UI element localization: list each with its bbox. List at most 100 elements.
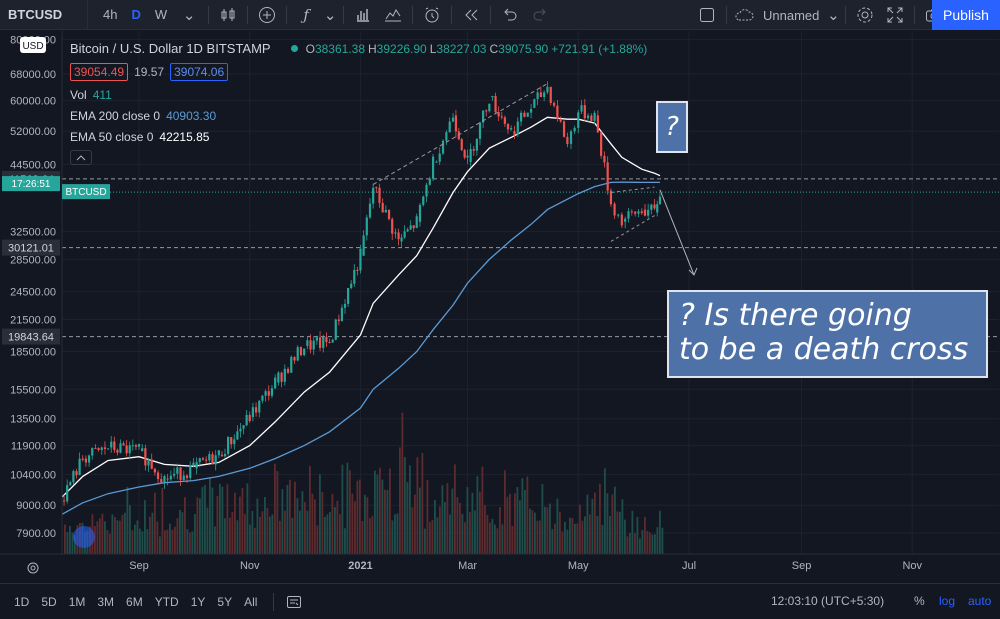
volume-bar [309,466,311,554]
interval-4h[interactable]: 4h [103,6,118,22]
layout-chevron-icon[interactable]: ⌄ [827,7,840,24]
close-label: C [489,41,499,56]
templates-icon[interactable] [378,0,408,30]
volume-bar [636,516,639,554]
candle-body [69,482,72,486]
publish-button[interactable]: Publish [932,0,1000,30]
goto-date-icon[interactable] [284,592,304,612]
legend-collapse-button[interactable] [70,150,92,165]
settings-gear-icon[interactable] [850,0,880,30]
range-all[interactable]: All [244,594,258,609]
candle-body [478,122,482,139]
candle-body [600,132,603,156]
volume-bar [339,514,341,554]
clock-timezone[interactable]: 12:03:10 (UTC+5:30) [771,594,885,608]
indicators-chevron-icon[interactable]: ⌄ [323,6,337,24]
volume-bar [324,516,326,554]
candle-body [412,225,415,229]
axis-settings-gear-icon [27,562,39,574]
candle-body [322,336,325,348]
candle-body [176,467,179,474]
candle-body [315,337,318,341]
volume-bar [554,523,556,554]
alert-clock-icon[interactable] [417,0,447,30]
volume-bar [226,484,229,554]
volume-bar [164,530,166,554]
layout-name[interactable]: Unnamed [763,7,820,23]
price-tick-label: 10400.00 [10,469,56,481]
price-chart[interactable]: 80000.0068000.0060000.0052000.0044500.00… [0,31,1000,583]
volume-bar [586,494,589,554]
candle-body [586,115,590,119]
price-tick-label: 28500.00 [10,254,56,266]
current-symbol-box [62,184,110,200]
bid-price-button[interactable]: 39054.49 [70,62,129,81]
candles-icon[interactable] [213,0,243,30]
interval-d[interactable]: D [131,6,141,22]
candle-body [325,336,328,343]
range-5d[interactable]: 5D [41,594,57,609]
compare-add-icon[interactable] [252,0,282,30]
range-ytd[interactable]: YTD [154,594,179,609]
candle-body [230,437,233,445]
volume-bar [569,517,571,554]
volume-bar [626,536,629,554]
candle-body [290,357,293,373]
range-5y[interactable]: 5Y [217,594,233,609]
undo-icon[interactable] [495,0,525,30]
volume-bar [641,530,644,554]
interval-w[interactable]: W [154,6,168,22]
candle-body [261,395,264,401]
candle-body [286,368,290,373]
time-tick-label: Sep [792,560,812,572]
candle-body [552,102,556,106]
volume-bar [506,496,509,554]
top-toolbar: BTCUSD 4h D W ⌄ ƒ ⌄ Unnamed [0,0,1000,30]
layout-square-icon[interactable] [692,0,722,30]
candle-body [475,138,478,151]
volume-bar [584,516,586,554]
financials-icon[interactable] [348,0,378,30]
range-6m[interactable]: 6M [126,594,143,609]
range-1m[interactable]: 1M [68,594,86,609]
volume-bar [211,487,214,554]
candle-body [500,116,503,118]
candle-body [609,190,613,205]
time-axis: Sep Nov 2021 Mar May Jul Sep Nov [0,553,1000,574]
volume-bar [644,516,646,554]
log-toggle[interactable]: log [939,594,956,608]
candle-body [236,431,239,440]
replay-icon[interactable] [456,0,486,30]
candle-body [137,443,141,447]
candle-body [403,231,406,238]
candle-body [365,217,368,236]
volume-bar [434,499,436,554]
symbol-search[interactable]: BTCUSD [0,0,88,30]
candle-body [658,196,662,205]
volume-bar [541,484,544,554]
auto-toggle[interactable]: auto [968,594,992,608]
volume-bar [479,491,481,554]
percent-toggle[interactable]: % [914,594,925,608]
redo-icon[interactable] [525,0,555,30]
tradingview-logo-icon [73,526,95,548]
ask-price-button[interactable]: 39074.06 [170,62,229,81]
range-1y[interactable]: 1Y [190,594,206,609]
time-tick-label: Sep [129,560,149,572]
candle-body [264,391,267,396]
volume-bar [436,517,439,554]
fullscreen-icon[interactable] [880,0,910,30]
cloud-icon[interactable] [731,0,757,30]
range-1d[interactable]: 1D [14,594,30,609]
candle-body [613,203,616,216]
candle-body [340,307,344,321]
candle-body [205,459,208,461]
candle-body [141,448,144,452]
candle-body [634,211,637,214]
volume-bar [611,494,614,554]
interval-dropdown-chevron-icon[interactable]: ⌄ [182,6,196,24]
price-tick-label: 9000.00 [16,500,56,512]
range-3m[interactable]: 3M [97,594,115,609]
volume-bar [524,490,526,554]
indicators-icon[interactable]: ƒ [303,5,309,24]
